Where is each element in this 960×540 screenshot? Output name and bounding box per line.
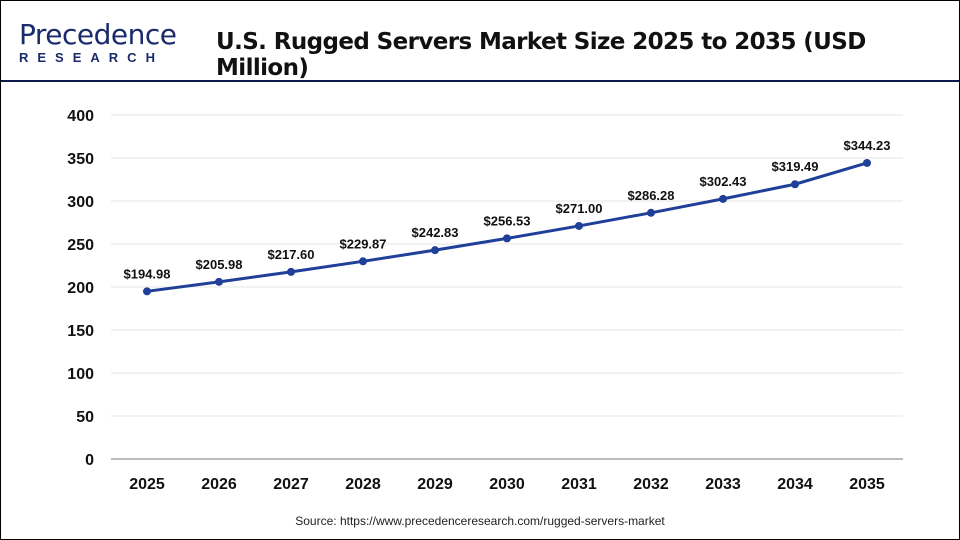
data-label: $256.53 bbox=[484, 213, 531, 228]
data-label: $217.60 bbox=[268, 247, 315, 262]
data-point bbox=[863, 158, 871, 167]
data-label: $242.83 bbox=[412, 225, 459, 240]
data-point bbox=[287, 267, 295, 276]
data-point bbox=[143, 287, 151, 296]
data-point bbox=[215, 277, 223, 286]
source-note: Source: https://www.precedenceresearch.c… bbox=[295, 514, 665, 528]
y-tick-label: 0 bbox=[85, 452, 94, 469]
data-point bbox=[791, 180, 799, 189]
data-label: $344.23 bbox=[844, 138, 891, 153]
data-label: $302.43 bbox=[700, 174, 747, 189]
data-point bbox=[719, 194, 727, 203]
y-tick-label: 200 bbox=[67, 280, 94, 297]
data-label: $271.00 bbox=[556, 201, 603, 216]
x-tick-label: 2032 bbox=[633, 476, 669, 493]
x-tick-label: 2027 bbox=[273, 476, 309, 493]
x-tick-label: 2035 bbox=[849, 476, 885, 493]
y-tick-label: 50 bbox=[76, 409, 94, 426]
logo-subtext: RESEARCH bbox=[19, 50, 164, 65]
y-tick-label: 100 bbox=[67, 366, 94, 383]
x-tick-label: 2030 bbox=[489, 476, 525, 493]
data-label: $229.87 bbox=[340, 236, 387, 251]
data-point bbox=[647, 208, 655, 217]
data-label: $194.98 bbox=[124, 266, 171, 281]
x-tick-label: 2025 bbox=[129, 476, 165, 493]
page-title: U.S. Rugged Servers Market Size 2025 to … bbox=[216, 29, 866, 81]
x-tick-label: 2029 bbox=[417, 476, 453, 493]
x-tick-label: 2033 bbox=[705, 476, 741, 493]
data-label: $205.98 bbox=[196, 257, 243, 272]
data-label: $286.28 bbox=[628, 188, 675, 203]
data-point bbox=[575, 221, 583, 230]
y-tick-label: 250 bbox=[67, 237, 94, 254]
y-tick-label: 400 bbox=[67, 108, 94, 125]
data-label: $319.49 bbox=[772, 159, 819, 174]
y-tick-label: 150 bbox=[67, 323, 94, 340]
logo-text: Precedence bbox=[19, 18, 177, 51]
data-point bbox=[503, 234, 511, 243]
precedence-research-logo: Precedence RESEARCH bbox=[19, 18, 177, 66]
x-tick-label: 2031 bbox=[561, 476, 597, 493]
header: Precedence RESEARCH U.S. Rugged Servers … bbox=[1, 1, 959, 82]
x-tick-label: 2026 bbox=[201, 476, 237, 493]
y-tick-label: 350 bbox=[67, 151, 94, 168]
y-tick-label: 300 bbox=[67, 194, 94, 211]
data-point bbox=[359, 257, 367, 266]
x-tick-label: 2028 bbox=[345, 476, 381, 493]
data-point bbox=[431, 246, 439, 255]
x-tick-label: 2034 bbox=[777, 476, 813, 493]
